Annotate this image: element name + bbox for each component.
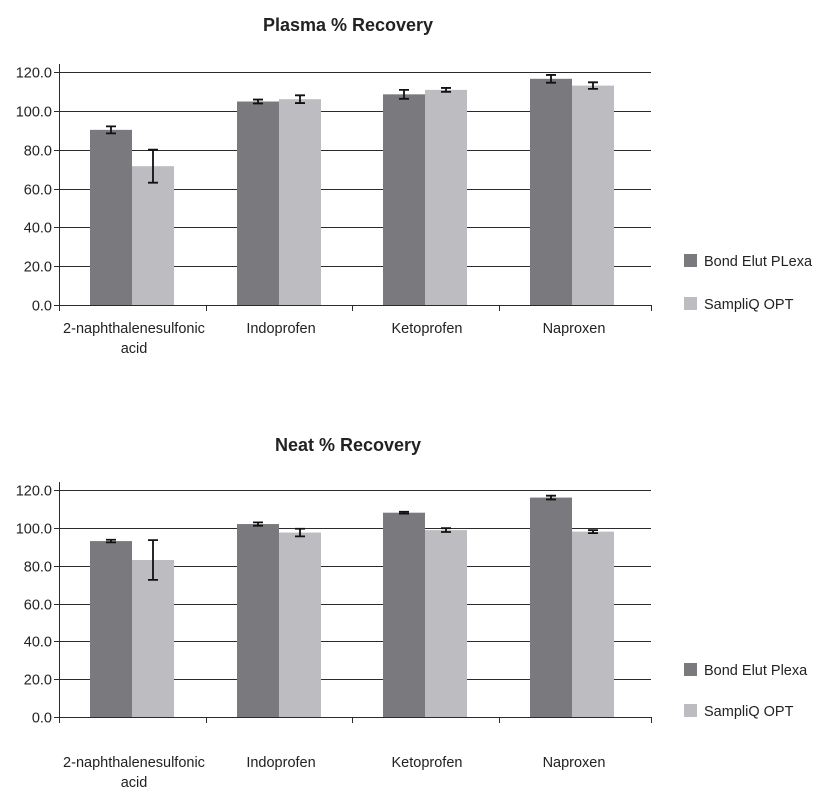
y-tick-label: 120.0 [16,66,52,82]
bar [572,531,614,717]
error-bar [588,81,598,90]
y-tick-label: 0.0 [32,299,52,315]
error-bar [148,148,158,184]
y-tick-label: 20.0 [24,260,52,276]
error-bar [441,527,451,533]
legend-swatch [684,704,697,717]
bar [237,101,279,305]
x-tick-label: Naproxen [543,755,606,771]
chart-title: Plasma % Recovery [263,15,433,35]
y-tick-label: 40.0 [24,221,52,237]
chart-plasma: Plasma % Recovery 0.0 20.0 40.0 60.0 80.0 100.… [16,15,813,357]
bar [530,497,572,717]
y-tick-label: 120.0 [16,484,52,500]
bar [279,99,321,305]
x-tick-label: Indoprofen [246,755,315,771]
legend-label: SampliQ OPT [704,297,794,313]
bar [383,94,425,306]
chart-neat: Neat % Recovery 0.0 20.0 40.0 60.0 80.0 100.0 1… [16,435,808,791]
y-tick-label: 100.0 [16,522,52,538]
x-tick-label: Indoprofen [246,321,315,337]
error-bar [588,529,598,535]
y-tick-label: 40.0 [24,635,52,651]
y-tick-label: 80.0 [24,560,52,576]
legend-swatch [684,254,697,267]
error-bar [546,74,556,84]
y-tick-label: 20.0 [24,673,52,689]
error-bar [441,87,451,93]
chart-title: Neat % Recovery [275,435,421,455]
bar [132,559,174,717]
bar [132,166,174,305]
error-bar [253,521,263,527]
y-tick-label: 60.0 [24,183,52,199]
error-bar [253,98,263,105]
error-bar [295,94,305,104]
bar [572,85,614,305]
bar [279,532,321,717]
x-tick-label: acid [121,775,148,791]
y-tick-label: 80.0 [24,144,52,160]
x-tick-label: Naproxen [543,321,606,337]
bar [237,524,279,717]
error-bar [148,539,158,581]
legend-swatch [684,297,697,310]
bar [90,129,132,305]
x-tick-label: Ketoprofen [392,321,463,337]
x-tick-label: 2-naphthalenesulfonic [63,321,205,337]
legend-label: Bond Elut PLexa [704,254,813,270]
y-tick-label: 0.0 [32,711,52,727]
x-tick-label: Ketoprofen [392,755,463,771]
bar [383,512,425,717]
bar [90,541,132,717]
error-bar [106,538,116,544]
error-bar [399,88,409,100]
error-bar [106,125,116,135]
legend-swatch [684,663,697,676]
y-tick-label: 60.0 [24,598,52,614]
error-bar [399,510,409,515]
error-bar [546,494,556,501]
legend-label: SampliQ OPT [704,704,794,720]
y-tick-label: 100.0 [16,105,52,121]
x-tick-label: acid [121,341,148,357]
error-bar [295,527,305,538]
legend-label: Bond Elut Plexa [704,663,808,679]
x-tick-label: 2-naphthalenesulfonic [63,755,205,771]
bar [425,530,467,717]
bar [530,78,572,305]
bar [425,89,467,305]
